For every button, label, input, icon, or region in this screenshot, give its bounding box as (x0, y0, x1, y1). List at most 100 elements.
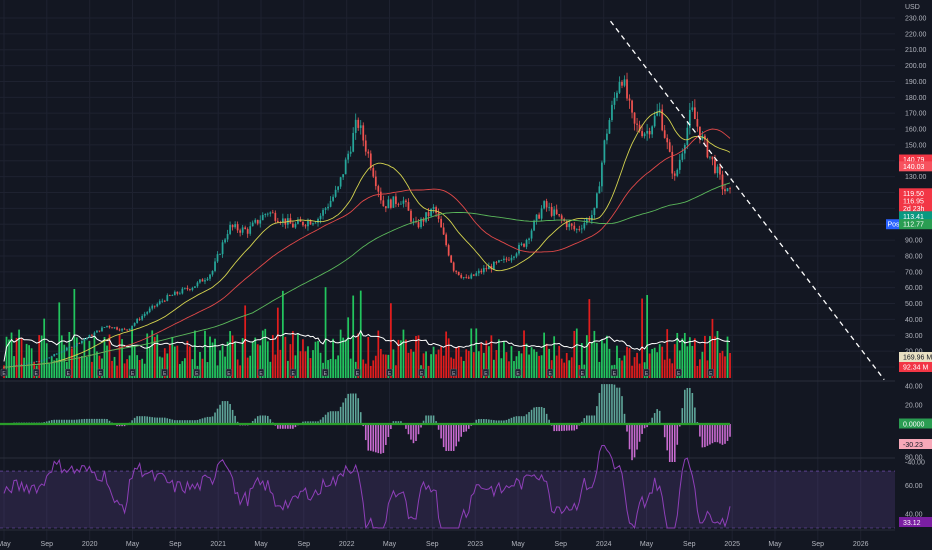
macd-histogram-bar (259, 415, 262, 424)
macd-histogram-bar (266, 415, 269, 424)
macd-histogram-bar (66, 419, 68, 424)
candle (48, 357, 51, 359)
macd-histogram-bar (523, 416, 525, 424)
earnings-marker-letter: E (452, 371, 456, 377)
candle (206, 278, 209, 281)
volume-bar (254, 337, 257, 378)
earnings-marker (546, 368, 554, 377)
volume-bar (55, 358, 58, 378)
candle (136, 318, 139, 323)
trend-line[interactable] (610, 20, 885, 381)
volume-bar (603, 343, 606, 378)
macd-histogram-bar (166, 418, 169, 424)
rsi-panel[interactable] (3, 445, 731, 530)
currency-label: USD (905, 4, 920, 11)
macd-histogram-bar (279, 424, 282, 429)
macd-histogram-bar (633, 424, 636, 458)
volume-bar (138, 359, 141, 378)
volume-bar (395, 365, 397, 378)
volume-bar (181, 361, 184, 378)
candle (138, 318, 141, 320)
macd-histogram-bar (668, 424, 671, 462)
macd-histogram-bar (573, 424, 576, 431)
price-tag-label: 113.41 (903, 214, 924, 221)
volume-bar (271, 334, 274, 378)
volume-bar (658, 344, 661, 378)
macd-histogram-bar (63, 419, 66, 424)
candle (706, 139, 709, 158)
candle (337, 186, 339, 190)
volume-bar (88, 340, 91, 378)
volume-bar (83, 338, 86, 378)
macd-histogram-bar (191, 420, 194, 424)
volume-bar (136, 355, 139, 378)
volume-bar (118, 334, 121, 378)
macd-histogram-bar (163, 417, 166, 424)
macd-histogram-bar (623, 413, 626, 424)
ma-long-line (3, 182, 731, 368)
volume-bar (505, 352, 508, 378)
earnings-marker (450, 368, 458, 377)
macd-histogram-bar (171, 419, 174, 424)
candle (171, 295, 174, 297)
volume-bar (379, 348, 382, 378)
macd-histogram-bar (304, 421, 307, 424)
candle (628, 98, 631, 101)
earnings-marker-letter: E (420, 371, 424, 377)
volume-bar (410, 349, 412, 378)
candle (239, 230, 242, 233)
volume-bar (221, 345, 224, 378)
candle (493, 261, 495, 270)
macd-histogram-bar (427, 415, 430, 424)
volume-bar (314, 341, 317, 378)
volume-panel[interactable] (3, 287, 731, 378)
candle (116, 327, 118, 330)
ma-mid-line (3, 128, 731, 368)
macd-histogram-bar (50, 420, 53, 424)
x-tick-label: 2021 (210, 541, 226, 548)
candle (322, 209, 324, 216)
candle (726, 188, 729, 192)
candle (266, 213, 269, 215)
volume-bar (405, 339, 407, 378)
macd-panel[interactable] (0, 384, 731, 462)
volume-bar (241, 338, 244, 378)
macd-histogram-bar (510, 417, 513, 424)
volume-bar (266, 341, 269, 378)
volume-bar (374, 355, 377, 378)
candle (387, 199, 390, 209)
macd-histogram-bar (678, 424, 681, 427)
macd-histogram-bar (525, 414, 528, 424)
macd-histogram-bar (372, 424, 375, 452)
volume-bar (696, 365, 699, 378)
volume-bar (533, 349, 535, 378)
volume-bar (13, 356, 15, 378)
macd-histogram-bar (666, 424, 669, 451)
volume-bar (372, 360, 375, 378)
macd-histogram-bar (91, 418, 93, 424)
volume-bar (297, 333, 299, 378)
volume-bar (678, 350, 681, 378)
volume-bar (450, 357, 453, 378)
candle (30, 361, 33, 363)
candle (477, 270, 480, 274)
candle (384, 206, 387, 209)
volume-bar (548, 348, 551, 378)
macd-histogram-bar (701, 424, 704, 448)
candle (269, 212, 272, 214)
candle (148, 308, 151, 313)
price-tick-label: 210.00 (905, 47, 927, 54)
candle (575, 229, 578, 230)
volume-bar (508, 361, 510, 378)
macd-histogram-bar (101, 418, 103, 424)
candle (573, 225, 576, 230)
macd-histogram-bar (214, 412, 216, 424)
volume-bar (96, 351, 98, 378)
macd-histogram-bar (490, 419, 493, 424)
candle (234, 224, 236, 228)
macd-histogram-bar (251, 421, 254, 424)
earnings-marker-letter: E (645, 371, 649, 377)
volume-bar (573, 330, 576, 378)
